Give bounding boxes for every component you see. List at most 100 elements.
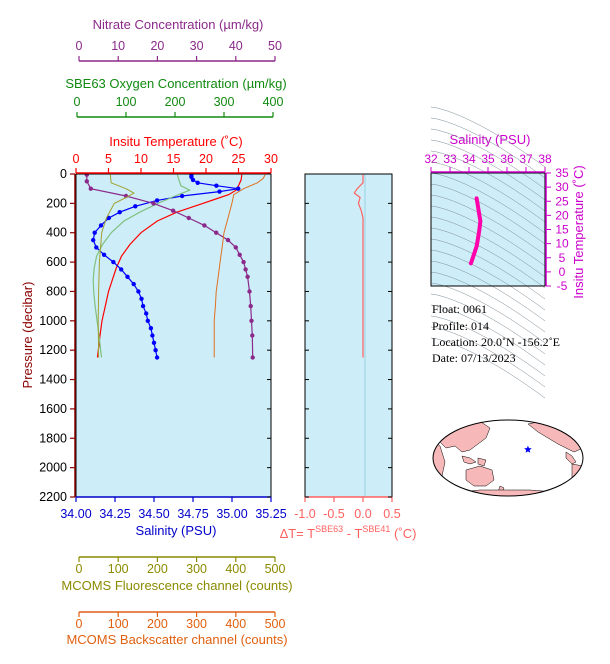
salinity-point — [119, 267, 124, 272]
salinity-point — [92, 230, 97, 235]
nitrate-point — [151, 201, 156, 206]
salinity-point — [179, 193, 185, 199]
location: Location: 20.0˚N -156.2˚E — [432, 335, 560, 349]
salinity-point — [133, 204, 138, 209]
nitrate-point — [84, 179, 90, 184]
ts-temperature-tick-label: 35 — [555, 166, 569, 180]
backscatter-tick-label: 500 — [265, 617, 286, 631]
main-plot-panel — [76, 174, 271, 497]
ts-temperature-tick-label: 25 — [555, 194, 569, 208]
nitrate-tick-label: 0 — [76, 39, 83, 53]
ts-temperature-tick-label: 15 — [555, 223, 569, 237]
temperature-tick-label: 20 — [199, 152, 213, 166]
salinity-point — [190, 177, 196, 183]
salinity-point — [131, 281, 136, 287]
ts-salinity-tick-label: 37 — [519, 152, 533, 166]
backscatter-axis-label: MCOMS Backscatter channel (counts) — [66, 632, 287, 647]
nitrate-point — [250, 355, 255, 360]
delta-t-tick-label: 0.0 — [354, 507, 371, 521]
nitrate-point — [249, 318, 254, 323]
ts-salinity-axis-label: Salinity (PSU) — [450, 132, 531, 147]
fluorescence-axis-label: MCOMS Fluorescence channel (counts) — [61, 578, 292, 593]
ts-salinity-tick-label: 38 — [538, 152, 552, 166]
fluorescence-tick-label: 300 — [186, 562, 207, 576]
salinity-point — [94, 245, 99, 250]
date: Date: 07/13/2023 — [432, 351, 516, 365]
salinity-point — [217, 189, 222, 194]
oxygen-axis-label: SBE63 Oxygen Concentration (µm/kg) — [65, 76, 286, 91]
pressure-tick-label: 1400 — [39, 373, 67, 387]
oxygen-tick-label: 300 — [214, 95, 235, 109]
backscatter-tick-label: 300 — [186, 617, 207, 631]
temperature-axis-label: Insitu Temperature (˚C) — [109, 134, 242, 149]
fluorescence-line — [97, 174, 135, 358]
ts-salinity-tick-label: 36 — [500, 152, 514, 166]
pressure-axis-label: Pressure (decibar) — [20, 282, 35, 389]
backscatter-tick-label: 200 — [147, 617, 168, 631]
profile-number: Profile: 014 — [432, 319, 489, 333]
delta-t-tick-label: -1.0 — [294, 507, 316, 521]
ts-panel — [431, 173, 545, 286]
salinity-tick-label: 34.75 — [177, 507, 208, 521]
temperature-axis: Insitu Temperature (˚C) 0 5 10 15 20 25 30 — [73, 134, 278, 173]
salinity-tick-label: 34.25 — [99, 507, 130, 521]
nitrate-point — [170, 208, 176, 213]
pressure-tick-label: 400 — [46, 226, 67, 240]
backscatter-axis: 0 100 200 300 400 500 MCOMS Backscatter chann… — [66, 611, 288, 647]
pressure-tick-label: 1000 — [39, 314, 67, 328]
temperature-tick-label: 0 — [73, 152, 80, 166]
fluorescence-tick-label: 400 — [225, 562, 246, 576]
delta-t-tick-label: -0.5 — [323, 507, 345, 521]
ts-temperature-tick-label: 20 — [555, 208, 569, 222]
ts-curve-line — [468, 196, 483, 266]
ts-curve — [468, 196, 483, 266]
oxygen-tick-label: 400 — [263, 95, 284, 109]
salinity-point — [125, 274, 130, 279]
salinity-point — [98, 223, 104, 228]
delta-t-tick-label: 0.5 — [383, 507, 400, 521]
salinity-axis-label: Salinity (PSU) — [136, 523, 217, 538]
salinity-axis: 34.00 34.25 34.50 34.75 35.00 35.25 Salinity … — [60, 497, 287, 538]
salinity-tick-label: 35.25 — [255, 507, 286, 521]
temperature-tick-label: 15 — [167, 152, 181, 166]
oxygen-tick-label: 100 — [116, 95, 137, 109]
nitrate-tick-label: 10 — [111, 39, 125, 53]
float-location-marker — [524, 445, 532, 453]
salinity-point — [144, 311, 149, 316]
delta-t-profile — [353, 174, 364, 358]
nitrate-line — [86, 174, 254, 358]
nitrate-axis-label: Nitrate Concentration (µm/kg) — [93, 17, 264, 32]
float-info: Float: 0061 Profile: 014 Location: 20.0˚… — [432, 302, 560, 365]
ts-temperature-tick-label: 5 — [559, 251, 566, 265]
salinity-point — [101, 252, 107, 257]
salinity-tick-label: 34.00 — [60, 507, 91, 521]
pressure-tick-label: 0 — [60, 167, 67, 181]
backscatter-tick-label: 0 — [76, 617, 83, 631]
pressure-tick-label: 200 — [46, 196, 67, 210]
nitrate-point — [247, 289, 252, 294]
salinity-tick-label: 34.50 — [138, 507, 169, 521]
fluorescence-axis: 0 100 200 300 400 500 MCOMS Fluorescence chan… — [61, 556, 293, 593]
nitrate-point — [243, 267, 248, 272]
oxygen-axis: SBE63 Oxygen Concentration (µm/kg) 0 100 2… — [65, 76, 287, 118]
salinity-point — [236, 186, 241, 191]
salinity-point — [106, 215, 112, 221]
nitrate-point — [202, 223, 207, 228]
ts-salinity-tick-label: 35 — [481, 152, 495, 166]
temperature-line — [96, 174, 243, 358]
oxygen-tick-label: 200 — [165, 95, 186, 109]
nitrate-point — [250, 333, 255, 338]
salinity-point — [195, 180, 200, 185]
pressure-tick-label: 800 — [46, 284, 67, 298]
ts-diagram: Salinity (PSU) 32 33 34 35 36 37 38 -505101520… — [424, 106, 586, 399]
temperature-tick-label: 5 — [105, 152, 112, 166]
salinity-point — [154, 355, 160, 360]
ts-temperature-tick-label: 0 — [559, 265, 566, 279]
nitrate-tick-label: 50 — [268, 39, 282, 53]
pressure-axis: 0 200 400 600 800 1000 1200 1400 1600 1800 2000 220… — [20, 167, 271, 504]
salinity-point — [139, 296, 144, 301]
delta-t-axis-label: ΔT= TSBE63 - TSBE41 (˚C) — [280, 524, 417, 541]
salinity-point — [91, 237, 96, 243]
salinity-point — [150, 333, 155, 338]
